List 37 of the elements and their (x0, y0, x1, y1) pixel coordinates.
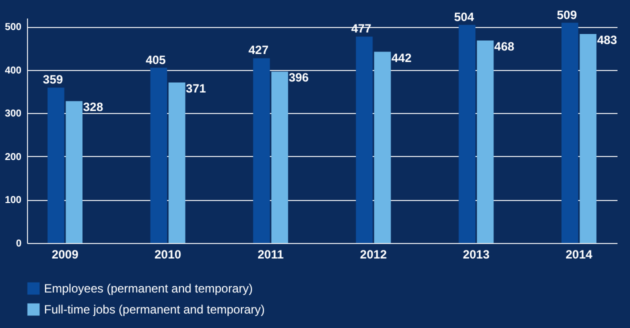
bar (374, 52, 391, 243)
bar (66, 101, 83, 243)
bar (476, 40, 494, 243)
data-label: 468 (494, 40, 515, 54)
x-tick-label: 2010 (154, 248, 182, 262)
y-tick-label: 400 (4, 65, 22, 76)
bar (168, 82, 186, 243)
bar (253, 58, 270, 243)
data-label: 405 (146, 52, 166, 67)
bar (580, 34, 596, 243)
data-label: 483 (597, 33, 618, 48)
y-tick-label: 100 (4, 195, 22, 206)
x-tick-label: 2009 (52, 248, 79, 262)
bar (561, 22, 578, 243)
legend-label: Full-time jobs (permanent and temporary) (44, 302, 265, 316)
bar (48, 88, 64, 243)
bar (271, 72, 288, 243)
bar (150, 68, 168, 243)
data-label: 359 (42, 72, 64, 87)
x-tick-label: 2012 (360, 248, 388, 262)
y-tick-label: 500 (4, 22, 22, 34)
bar (356, 36, 373, 243)
y-tick-label: 0 (16, 238, 22, 250)
legend-label: Employees (permanent and temporary) (44, 282, 253, 296)
y-tick-label: 300 (4, 108, 22, 120)
data-label: 371 (186, 81, 206, 96)
y-tick-label: 200 (4, 152, 22, 163)
x-tick-label: 2011 (258, 248, 284, 262)
data-label: 504 (454, 10, 474, 24)
data-label: 328 (83, 100, 104, 114)
data-label: 442 (391, 50, 412, 65)
data-label: 396 (288, 70, 310, 85)
x-tick-label: 2014 (566, 248, 593, 262)
x-tick-label: 2013 (462, 248, 490, 262)
data-label: 427 (248, 43, 269, 58)
bar (458, 24, 476, 243)
data-label: 509 (556, 8, 578, 22)
